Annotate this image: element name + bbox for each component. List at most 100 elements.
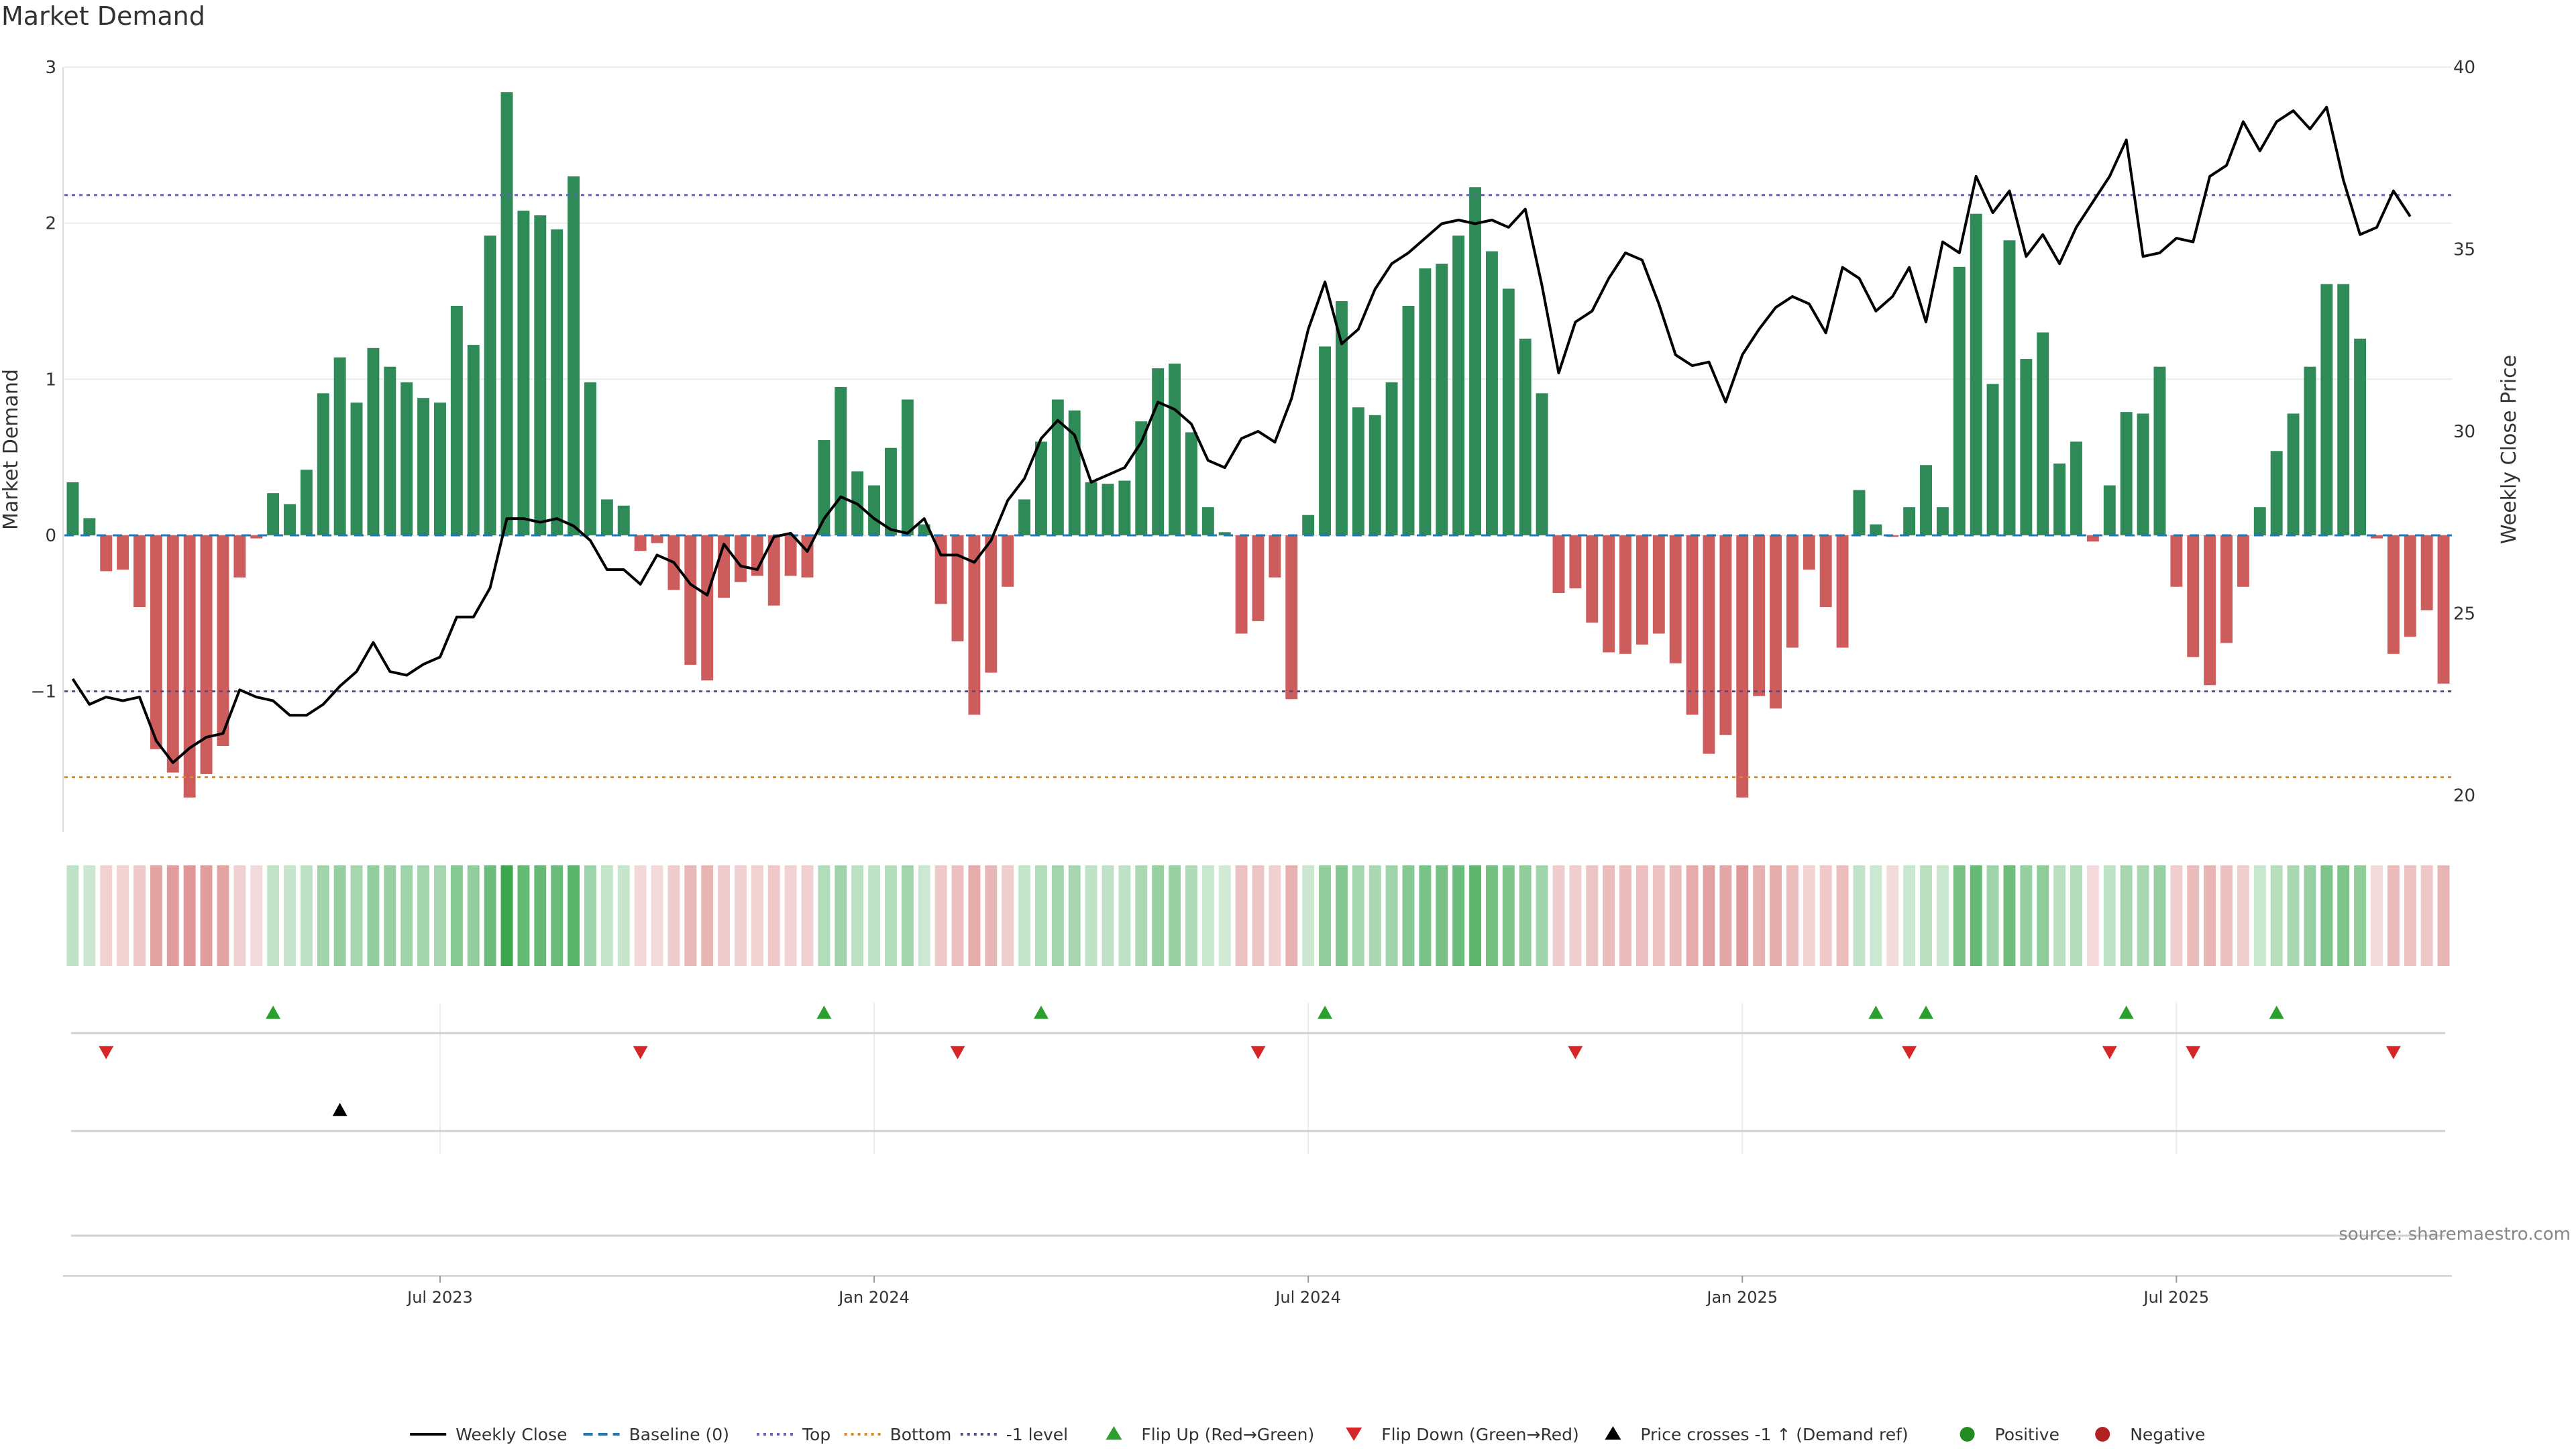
heat-cell bbox=[2003, 865, 2016, 966]
x-tick-label: Jan 2025 bbox=[1705, 1288, 1778, 1307]
heat-cell bbox=[1102, 865, 1114, 966]
heat-cell bbox=[868, 865, 881, 966]
positive-bar bbox=[1485, 251, 1498, 535]
flip-up-marker bbox=[1919, 1006, 1934, 1019]
negative-bar bbox=[634, 535, 647, 551]
heat-cell bbox=[667, 865, 680, 966]
chart-title: Market Demand bbox=[1, 1, 205, 31]
heat-cell bbox=[584, 865, 596, 966]
flip-up-marker bbox=[816, 1006, 832, 1019]
flip-down-marker bbox=[2102, 1046, 2117, 1059]
legend-label: Weekly Close bbox=[455, 1425, 567, 1444]
legend-item: Flip Up (Red→Green) bbox=[1106, 1425, 1314, 1444]
y-tick-label: 1 bbox=[45, 370, 56, 390]
heat-cell bbox=[1920, 865, 1932, 966]
heat-cell bbox=[1085, 865, 1097, 966]
heat-cell bbox=[801, 865, 814, 966]
heat-cell bbox=[1352, 865, 1364, 966]
positive-bar bbox=[885, 447, 897, 535]
positive-bar bbox=[267, 493, 280, 535]
flip-down-marker bbox=[633, 1046, 648, 1059]
positive-bar bbox=[1870, 524, 1882, 535]
legend-item: Negative bbox=[2095, 1425, 2205, 1444]
heat-cell bbox=[367, 865, 380, 966]
heat-cell bbox=[450, 865, 463, 966]
heat-cell bbox=[183, 865, 196, 966]
positive-bar bbox=[434, 402, 446, 535]
negative-bar bbox=[1619, 535, 1631, 654]
heat-cell bbox=[267, 865, 280, 966]
positive-bar bbox=[1018, 499, 1031, 535]
positive-bar bbox=[568, 176, 580, 535]
positive-bar bbox=[534, 215, 547, 535]
negative-bar bbox=[701, 535, 714, 681]
positive-bar bbox=[1436, 264, 1448, 535]
negative-bar bbox=[233, 535, 246, 578]
legend-symbol bbox=[1346, 1428, 1362, 1441]
positive-bar bbox=[551, 229, 564, 535]
positive-bar bbox=[2053, 463, 2066, 535]
positive-bar bbox=[384, 366, 396, 535]
positive-bar bbox=[868, 485, 881, 535]
heat-cell bbox=[901, 865, 914, 966]
heat-cell bbox=[400, 865, 413, 966]
heat-cell bbox=[1936, 865, 1949, 966]
negative-bar bbox=[684, 535, 697, 665]
positive-bar bbox=[1135, 421, 1148, 535]
positive-bar bbox=[1385, 382, 1398, 535]
heat-cell bbox=[2086, 865, 2099, 966]
heat-cell bbox=[751, 865, 763, 966]
flip-up-marker bbox=[2269, 1006, 2284, 1019]
heat-cell bbox=[2053, 865, 2066, 966]
heat-cell bbox=[2220, 865, 2233, 966]
heat-cell bbox=[1853, 865, 1866, 966]
positive-bar bbox=[1319, 346, 1332, 535]
y-tick-label: −1 bbox=[31, 682, 56, 702]
heat-cell bbox=[1703, 865, 1715, 966]
heat-cell bbox=[1635, 865, 1648, 966]
heat-cell bbox=[1786, 865, 1799, 966]
heat-cell bbox=[166, 865, 179, 966]
positive-bar bbox=[617, 505, 630, 535]
positive-bar bbox=[350, 402, 363, 535]
heat-cell bbox=[1068, 865, 1081, 966]
positive-bar bbox=[1152, 368, 1165, 535]
flip-up-marker bbox=[2118, 1006, 2134, 1019]
legend-item: Price crosses -1 ↑ (Demand ref) bbox=[1605, 1425, 1909, 1444]
negative-bar bbox=[1569, 535, 1582, 589]
heat-cell bbox=[66, 865, 79, 966]
positive-bar bbox=[517, 211, 530, 535]
negative-bar bbox=[2420, 535, 2433, 610]
heat-cell bbox=[300, 865, 313, 966]
heat-cell bbox=[2037, 865, 2049, 966]
heat-cell bbox=[1819, 865, 1832, 966]
positive-bar bbox=[367, 347, 380, 535]
legend-item: Baseline (0) bbox=[583, 1425, 729, 1444]
flip-up-marker bbox=[266, 1006, 281, 1019]
flip-down-marker bbox=[1902, 1046, 1917, 1059]
positive-bar bbox=[600, 499, 613, 535]
heat-cell bbox=[1669, 865, 1682, 966]
flip-down-marker bbox=[1568, 1046, 1583, 1059]
heat-cell bbox=[2337, 865, 2350, 966]
positive-bar bbox=[1302, 515, 1315, 535]
legend-label: Flip Up (Red→Green) bbox=[1141, 1425, 1314, 1444]
heat-cell bbox=[1201, 865, 1214, 966]
flip-up-marker bbox=[1033, 1006, 1049, 1019]
heat-cell bbox=[1235, 865, 1248, 966]
x-tick-label: Jul 2023 bbox=[406, 1288, 473, 1307]
positive-bar bbox=[1368, 415, 1381, 535]
heat-cell bbox=[2253, 865, 2266, 966]
negative-bar bbox=[1603, 535, 1615, 653]
x-tick-label: Jul 2024 bbox=[1274, 1288, 1341, 1307]
heat-cell bbox=[701, 865, 714, 966]
heat-cell bbox=[684, 865, 697, 966]
heat-cell bbox=[1770, 865, 1782, 966]
heat-cell bbox=[1002, 865, 1014, 966]
heat-cell bbox=[2070, 865, 2082, 966]
y2-tick-label: 25 bbox=[2453, 604, 2475, 624]
negative-bar bbox=[1753, 535, 1766, 696]
legend-item: Flip Down (Green→Red) bbox=[1346, 1425, 1579, 1444]
heat-cell bbox=[317, 865, 329, 966]
